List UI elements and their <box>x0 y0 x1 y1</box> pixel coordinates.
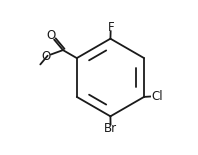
Text: O: O <box>42 50 51 63</box>
Text: F: F <box>108 21 114 34</box>
Text: Br: Br <box>104 122 117 135</box>
Text: O: O <box>46 29 56 42</box>
Text: Cl: Cl <box>152 90 163 103</box>
